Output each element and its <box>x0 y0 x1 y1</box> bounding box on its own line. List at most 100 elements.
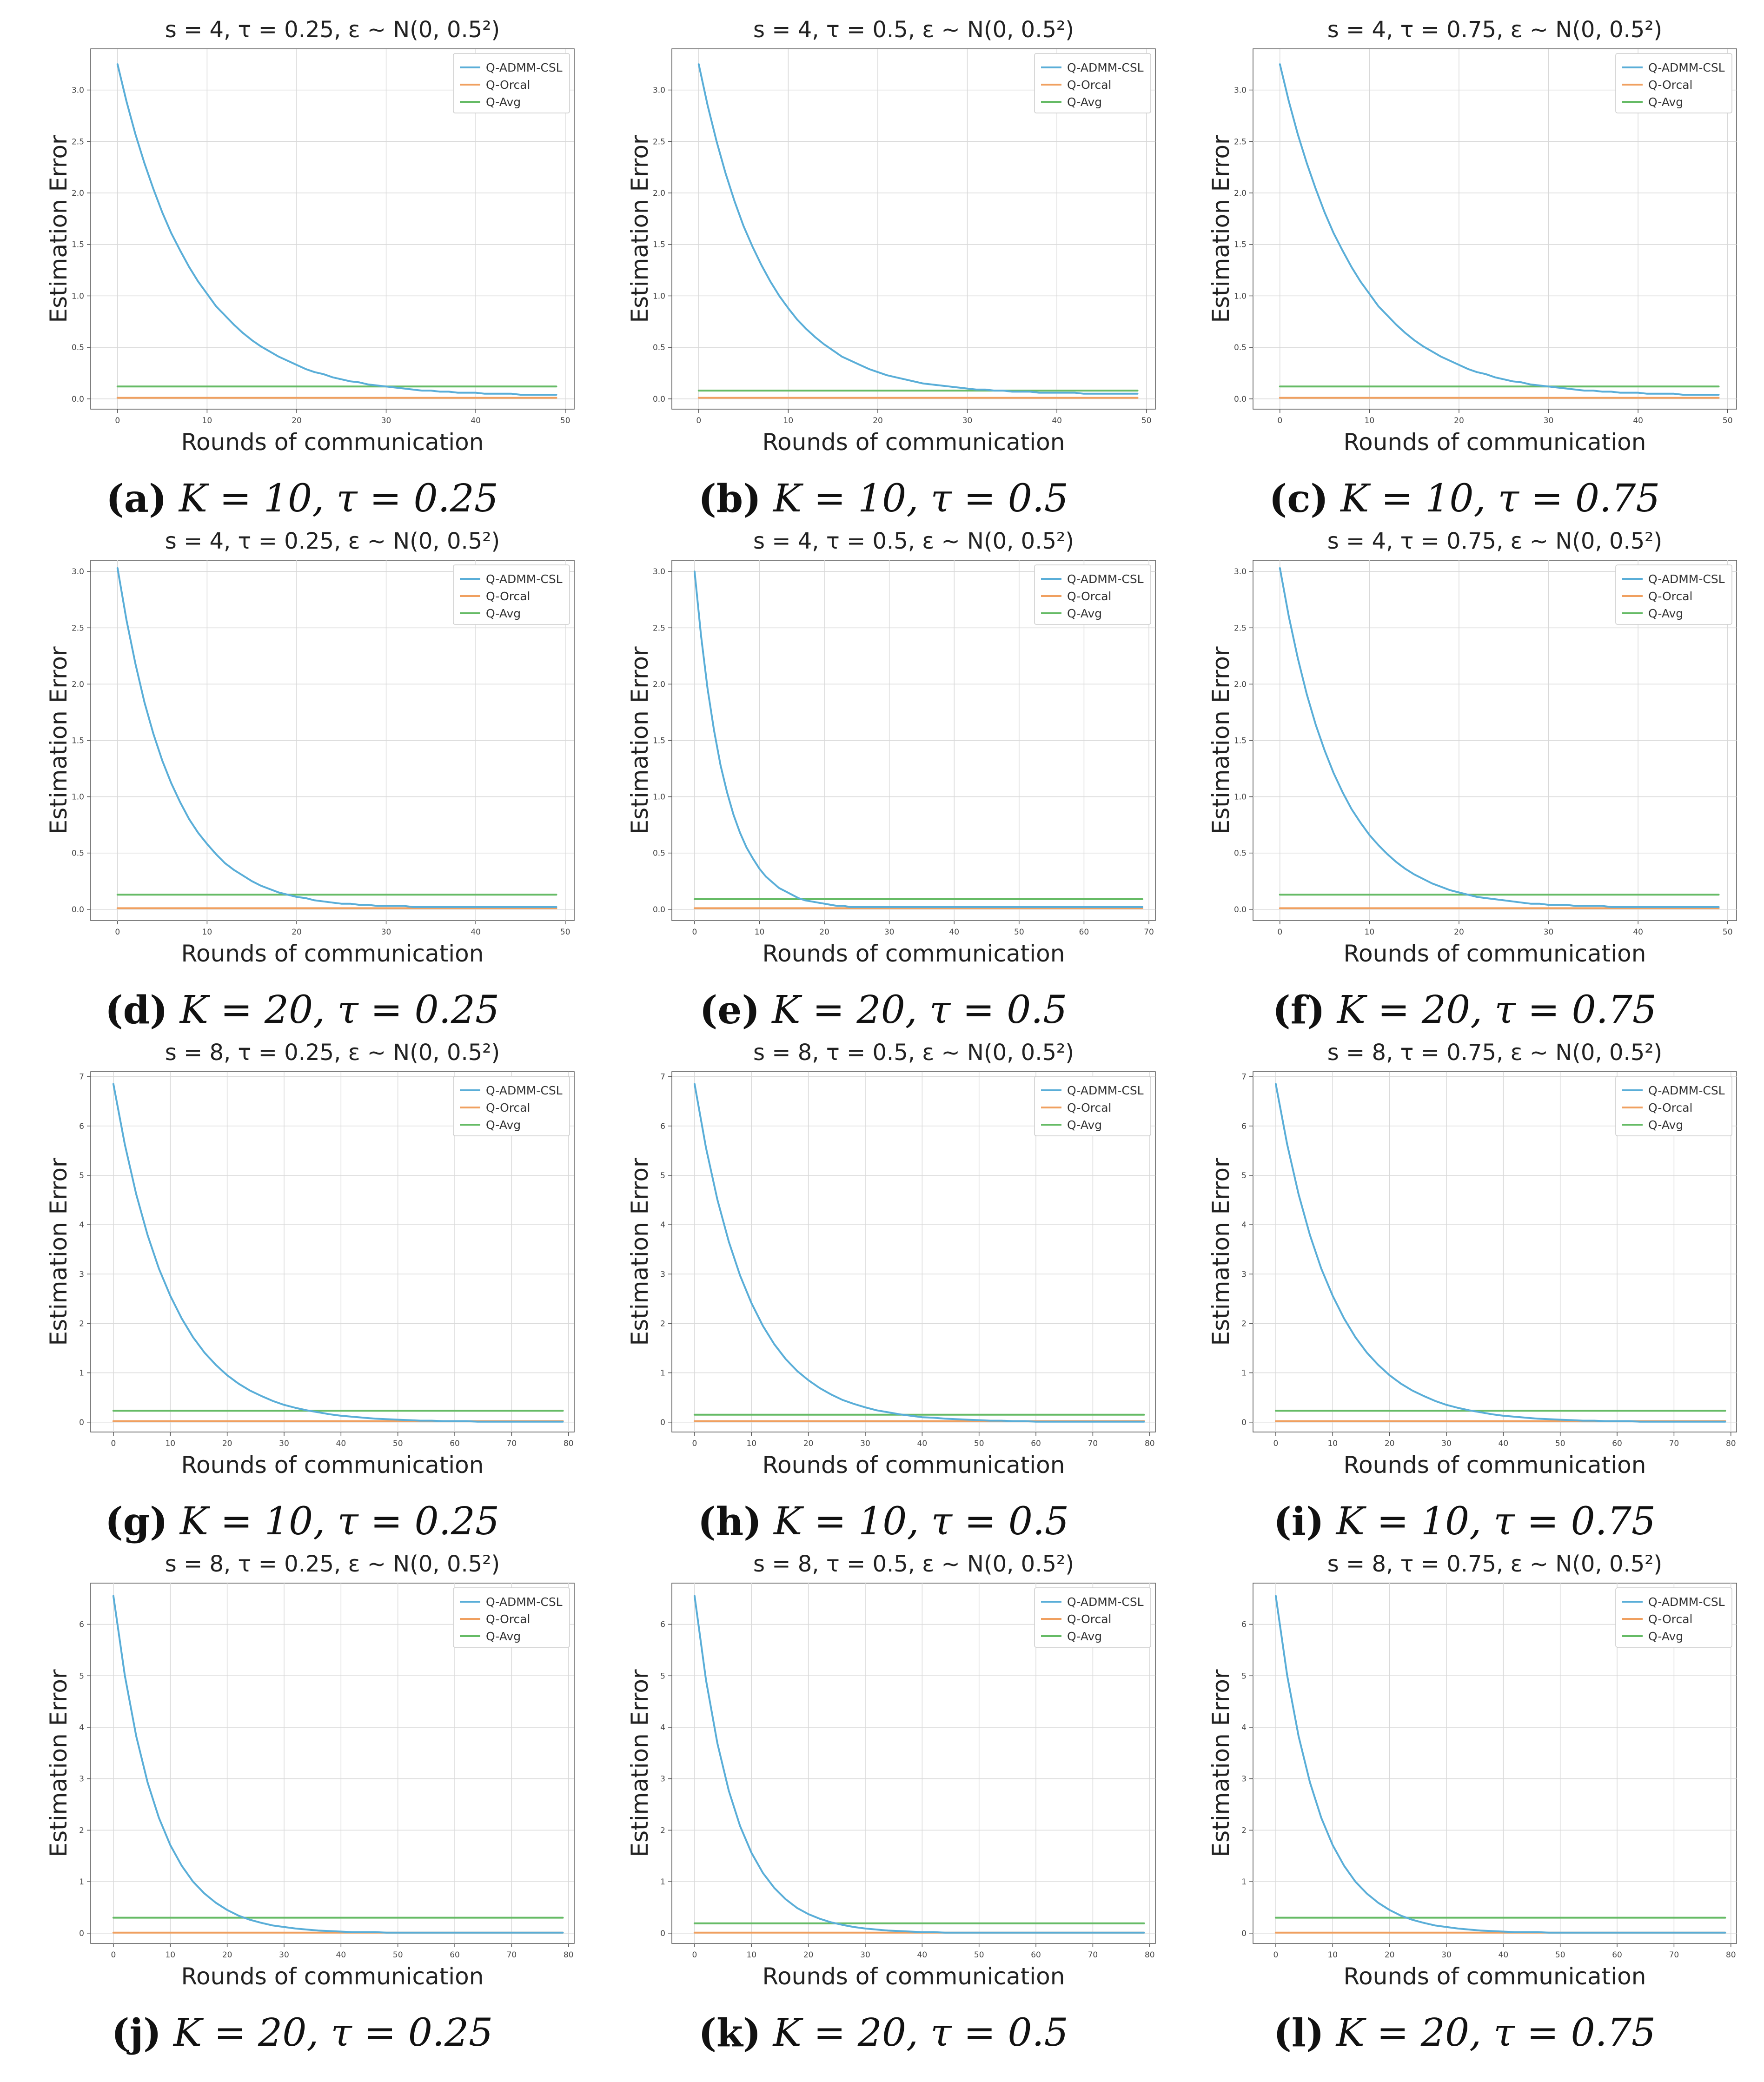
x-tick-label: 20 <box>292 416 302 425</box>
x-tick-label: 10 <box>165 1439 175 1448</box>
chart-panel: 0 10 20 30 40 50 60 70 80 0 1 2 3 4 5 6 7 s = 8, τ = 0.25… <box>14 1032 590 1544</box>
y-tick-label: 6 <box>79 1122 84 1131</box>
legend-box <box>453 53 570 113</box>
y-tick-label: 3.0 <box>72 86 84 95</box>
x-tick-label: 70 <box>1669 1950 1679 1960</box>
y-axis-label: Estimation Error <box>1207 1669 1234 1857</box>
legend-label: Q-Avg <box>486 95 521 109</box>
x-tick-label: 60 <box>450 1950 460 1960</box>
y-tick-label: 5 <box>660 1171 665 1180</box>
legend-label: Q-Avg <box>1648 1118 1683 1132</box>
legend-box <box>1034 53 1151 113</box>
y-tick-label: 2.0 <box>72 680 84 689</box>
y-tick-label: 3.0 <box>72 567 84 577</box>
x-tick-label: 20 <box>1385 1950 1395 1960</box>
caption-letter: (k) <box>698 2010 761 2055</box>
x-tick-label: 10 <box>746 1439 756 1448</box>
chart-title: s = 8, τ = 0.75, ε ~ N(0, 0.5²) <box>1327 1551 1663 1577</box>
x-axis-label: Rounds of communication <box>763 940 1065 967</box>
panel-caption: (j) K = 20, τ = 0.25 <box>14 2011 590 2055</box>
y-tick-label: 7 <box>79 1073 84 1082</box>
x-tick-label: 40 <box>471 416 481 425</box>
x-axis-label: Rounds of communication <box>1344 1963 1646 1990</box>
y-tick-label: 1 <box>1241 1877 1247 1887</box>
legend-label: Q-ADMM-CSL <box>1648 61 1725 74</box>
x-tick-label: 60 <box>1612 1950 1622 1960</box>
x-tick-label: 60 <box>1031 1950 1041 1960</box>
x-tick-label: 0 <box>1277 416 1282 425</box>
x-tick-label: 10 <box>1365 416 1375 425</box>
panel-caption: (b) K = 10, τ = 0.5 <box>595 477 1172 521</box>
y-axis-label: Estimation Error <box>45 135 72 323</box>
y-tick-label: 1.0 <box>1234 292 1247 301</box>
legend-label: Q-Orcal <box>1648 78 1693 92</box>
y-tick-label: 2.0 <box>653 680 665 689</box>
x-tick-label: 0 <box>1273 1439 1279 1448</box>
chart-svg: 0 10 20 30 40 50 0.0 0.5 1.0 1.5 2.0 2.5 3.0 s = 4, τ… <box>45 528 575 967</box>
legend-label: Q-Orcal <box>1648 1612 1693 1626</box>
x-tick-label: 50 <box>1014 928 1024 937</box>
y-tick-label: 5 <box>1241 1171 1247 1180</box>
x-tick-label: 50 <box>1555 1439 1565 1448</box>
panel-caption: (h) K = 10, τ = 0.5 <box>595 1499 1172 1544</box>
chart-svg: 0 10 20 30 40 50 60 70 80 0 1 2 3 4 5 6 s = 8, τ = 0.25,… <box>45 1551 575 1990</box>
y-tick-label: 1 <box>660 1877 665 1887</box>
y-tick-label: 1.5 <box>72 736 84 746</box>
caption-letter: (a) <box>106 476 167 521</box>
chart-title: s = 4, τ = 0.5, ε ~ N(0, 0.5²) <box>753 528 1074 554</box>
x-tick-label: 30 <box>1441 1950 1452 1960</box>
x-tick-label: 40 <box>1633 928 1643 937</box>
legend-box <box>1034 564 1151 625</box>
y-tick-label: 2.5 <box>72 137 84 146</box>
y-tick-label: 4 <box>660 1723 665 1732</box>
chart-panel: 0 10 20 30 40 50 60 70 80 0 1 2 3 4 5 6 7 s = 8, τ = 0.75… <box>1176 1032 1753 1544</box>
legend-label: Q-Avg <box>486 1630 521 1643</box>
x-tick-label: 0 <box>115 928 120 937</box>
x-tick-label: 60 <box>1079 928 1089 937</box>
x-tick-label: 40 <box>471 928 481 937</box>
x-tick-label: 50 <box>393 1439 403 1448</box>
caption-params: K = 20, τ = 0.5 <box>772 988 1068 1032</box>
x-tick-label: 20 <box>873 416 883 425</box>
panel-caption: (c) K = 10, τ = 0.75 <box>1176 477 1753 521</box>
x-tick-label: 40 <box>1633 416 1643 425</box>
legend-label: Q-Avg <box>1067 1630 1102 1643</box>
caption-params: K = 20, τ = 0.75 <box>1337 988 1657 1032</box>
y-axis-label: Estimation Error <box>45 1669 72 1857</box>
y-axis-label: Estimation Error <box>626 135 653 323</box>
x-tick-label: 30 <box>884 928 895 937</box>
y-tick-label: 3 <box>1241 1775 1247 1784</box>
y-tick-label: 0.0 <box>1234 905 1247 915</box>
x-tick-label: 60 <box>1031 1439 1041 1448</box>
y-tick-label: 3.0 <box>1234 86 1247 95</box>
y-tick-label: 2 <box>79 1319 84 1328</box>
x-tick-label: 70 <box>1088 1950 1098 1960</box>
y-axis-label: Estimation Error <box>626 646 653 834</box>
caption-letter: (l) <box>1273 2010 1324 2055</box>
y-tick-label: 4 <box>1241 1723 1247 1732</box>
chart-title: s = 4, τ = 0.75, ε ~ N(0, 0.5²) <box>1327 528 1663 554</box>
x-tick-label: 10 <box>202 928 212 937</box>
x-axis-label: Rounds of communication <box>1344 1452 1646 1479</box>
y-tick-label: 2 <box>1241 1319 1247 1328</box>
y-tick-label: 5 <box>1241 1671 1247 1681</box>
x-tick-label: 10 <box>202 416 212 425</box>
x-tick-label: 20 <box>803 1439 814 1448</box>
y-tick-label: 3 <box>660 1270 665 1279</box>
y-tick-label: 0.5 <box>653 849 665 858</box>
x-tick-label: 30 <box>381 928 391 937</box>
x-tick-label: 10 <box>1365 928 1375 937</box>
y-tick-label: 2.0 <box>1234 680 1247 689</box>
y-tick-label: 6 <box>660 1122 665 1131</box>
x-tick-label: 40 <box>917 1950 928 1960</box>
chart-panel: 0 10 20 30 40 50 0.0 0.5 1.0 1.5 2.0 2.5 3.0 s = 4, τ… <box>1176 521 1753 1033</box>
caption-params: K = 20, τ = 0.25 <box>173 2011 493 2055</box>
y-tick-label: 0 <box>1241 1418 1247 1427</box>
x-tick-label: 80 <box>1145 1950 1155 1960</box>
x-tick-label: 50 <box>974 1439 984 1448</box>
x-tick-label: 20 <box>292 928 302 937</box>
legend-label: Q-ADMM-CSL <box>1648 1595 1725 1609</box>
legend-label: Q-Avg <box>486 1118 521 1132</box>
caption-params: K = 10, τ = 0.25 <box>179 477 499 521</box>
chart-panel: 0 10 20 30 40 50 0.0 0.5 1.0 1.5 2.0 2.5 3.0 s = 4, τ… <box>1176 9 1753 521</box>
